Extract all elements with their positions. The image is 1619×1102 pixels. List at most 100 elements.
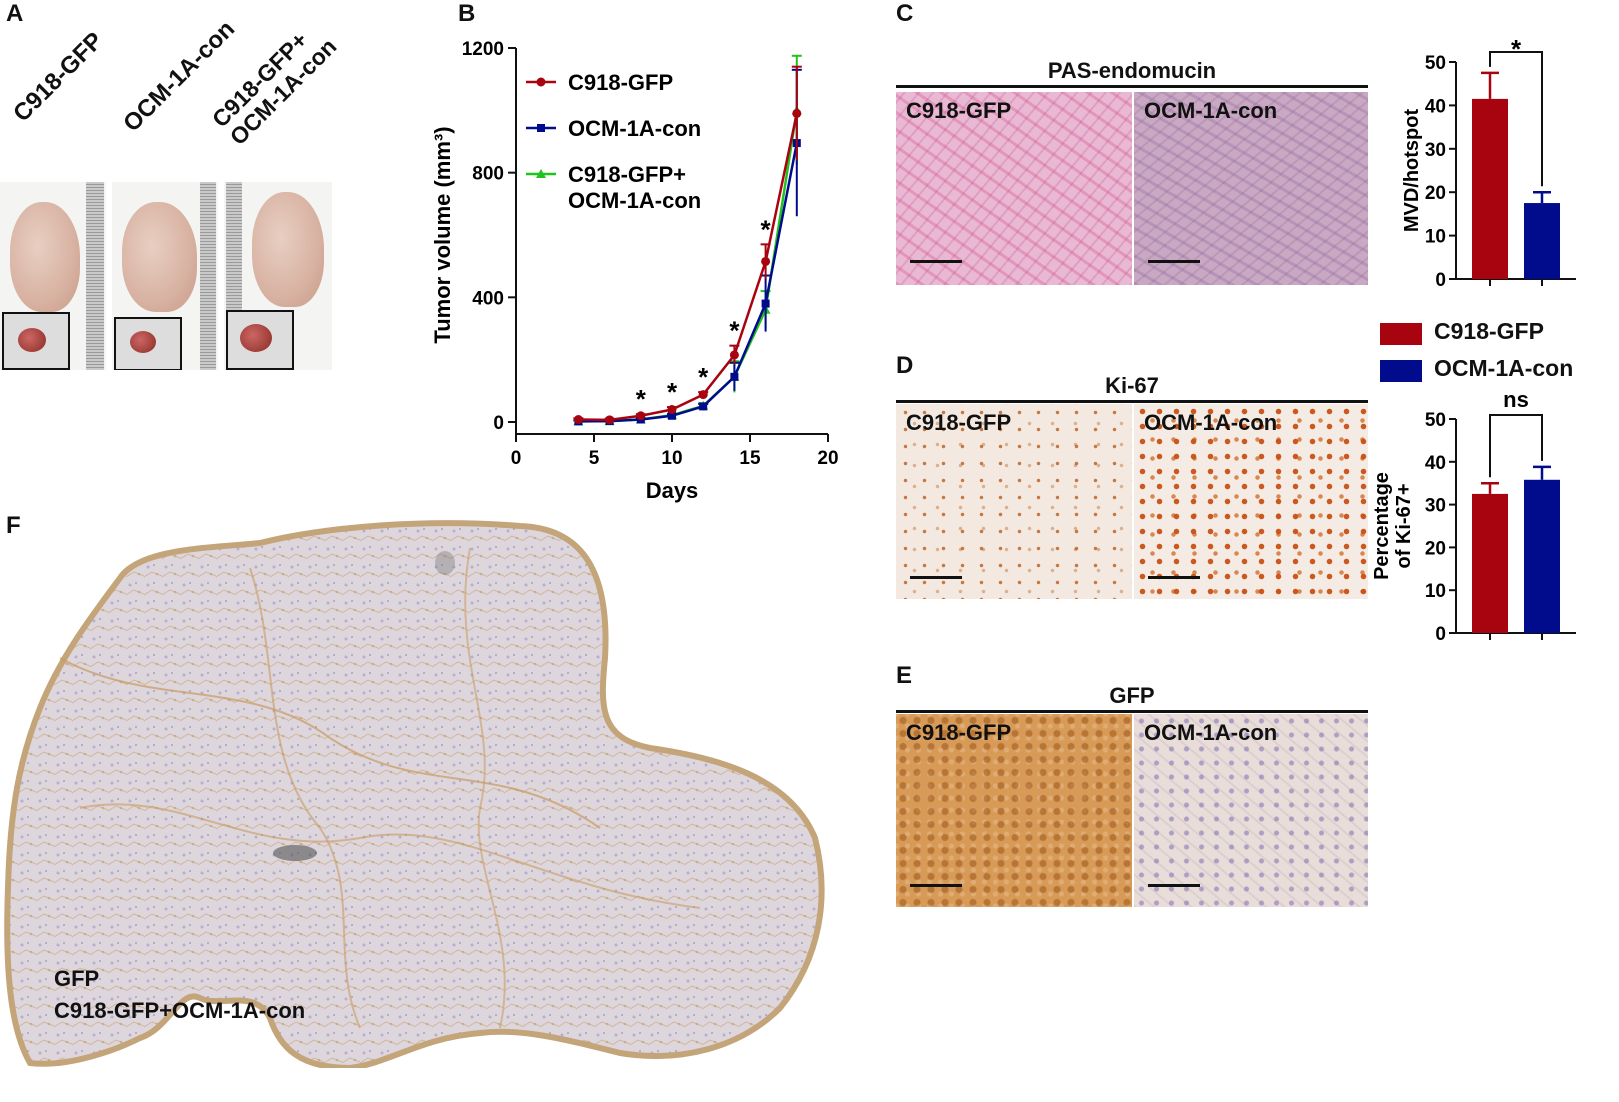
gfp-title: GFP [1109, 683, 1155, 708]
gfp-image-ocm: OCM-1A-con [1134, 714, 1368, 907]
y-tick-label: 400 [472, 288, 504, 309]
panel-label-f: F [6, 512, 21, 539]
significance-bracket [1489, 414, 1543, 478]
scale-bar [1148, 576, 1200, 579]
x-axis-label: Days [646, 478, 699, 503]
panel-f-label-line1: GFP [54, 966, 100, 991]
legend-label: C918-GFP+ [568, 162, 686, 187]
pas-image-ocm: OCM-1A-con [1134, 92, 1368, 285]
mvd-bar-chart: 0 10 20 30 40 50 MVD/hotspot * [1401, 40, 1576, 291]
data-point [698, 390, 708, 400]
data-point [573, 415, 583, 425]
data-point [699, 402, 708, 411]
x-tick-label: 15 [739, 448, 761, 469]
y-tick-label: 50 [1425, 53, 1446, 74]
ki67-bar-chart: 0 10 20 30 40 50 Percentage of Ki-67+ ns [1371, 387, 1576, 645]
legend-label: OCM-1A-con [568, 188, 701, 213]
pas-image-c918-label: C918-GFP [906, 98, 1012, 123]
panel-label-c: C [896, 0, 914, 27]
scale-bar [910, 576, 962, 579]
panel-f-label-line2: C918-GFP+OCM-1A-con [54, 998, 306, 1023]
significance-star: * [761, 214, 772, 244]
gfp-image-ocm-label: OCM-1A-con [1144, 720, 1278, 745]
series-line [578, 113, 799, 422]
y-tick-label: 20 [1425, 538, 1446, 559]
series-line [578, 142, 799, 423]
legend-label: OCM-1A-con [568, 116, 701, 141]
significance-star: * [667, 377, 678, 407]
scale-bar [910, 260, 962, 263]
tumor-section-outline [4, 520, 825, 1068]
group-label-c918: C918-GFP [8, 27, 109, 128]
x-tick-label: 10 [661, 448, 682, 469]
gfp-image-c918: C918-GFP [896, 714, 1132, 907]
y-tick-label: 30 [1425, 496, 1446, 517]
bar [1524, 479, 1560, 633]
data-point [667, 405, 677, 415]
panel-label-a: A [6, 0, 24, 27]
x-tick-label: 0 [511, 448, 522, 469]
data-point [636, 411, 646, 421]
significance-star: * [636, 384, 647, 414]
pas-title: PAS-endomucin [1047, 58, 1217, 83]
legend-label-ocm: OCM-1A-con [1434, 355, 1574, 381]
legend-label: C918-GFP [568, 70, 673, 95]
panel-label-e: E [896, 662, 913, 689]
data-point [792, 108, 802, 118]
data-point [668, 411, 676, 420]
data-point [730, 372, 739, 381]
scale-bar [1148, 260, 1200, 263]
y-tick-label: 10 [1425, 227, 1446, 248]
legend-label-c918: C918-GFP [1434, 318, 1544, 344]
significance-bracket [1489, 51, 1543, 187]
significance-star: * [698, 362, 709, 392]
mouse-photo-mixed [224, 182, 332, 370]
y-axis-label: Percentage [1371, 472, 1393, 580]
y-tick-label: 50 [1425, 410, 1446, 431]
y-tick-label: 40 [1425, 453, 1446, 474]
tumor-volume-line-chart: 0 400 800 1200 0 5 10 15 20 Days Tumor volume (mm³… [430, 39, 839, 503]
y-axis-label: MVD/hotspot [1401, 109, 1423, 233]
y-axis-label: Tumor volume (mm³) [430, 126, 455, 343]
panel-label-b: B [458, 0, 476, 27]
y-tick-label: 30 [1425, 140, 1446, 161]
data-point [761, 256, 771, 266]
legend-marker [536, 77, 546, 87]
legend-swatch-c918 [1380, 323, 1422, 345]
bar [1472, 98, 1508, 279]
y-tick-label: 20 [1425, 183, 1446, 204]
y-tick-label: 800 [472, 164, 504, 185]
data-point [761, 299, 770, 308]
ki67-title-underline [896, 400, 1368, 403]
y-axis-label: of Ki-67+ [1393, 483, 1415, 568]
pas-image-ocm-label: OCM-1A-con [1144, 98, 1278, 123]
x-tick-label: 5 [589, 448, 600, 469]
y-tick-label: 10 [1425, 581, 1446, 602]
y-tick-label: 1200 [462, 39, 504, 60]
y-tick-label: 40 [1425, 96, 1446, 117]
y-tick-label: 0 [493, 413, 504, 434]
mouse-photo-ocm [112, 182, 218, 370]
gfp-title-underline [896, 710, 1368, 713]
legend-marker [537, 124, 545, 132]
y-tick-label: 0 [1435, 270, 1446, 291]
data-point [605, 415, 615, 425]
legend-swatch-ocm [1380, 360, 1422, 382]
ki67-image-c918: C918-GFP [896, 404, 1132, 599]
gfp-whole-section-image [4, 520, 825, 1068]
x-tick-label: 20 [817, 448, 838, 469]
scale-bar [1148, 884, 1200, 887]
bar [1472, 493, 1508, 633]
panel-label-d: D [896, 352, 914, 379]
mouse-photo-c918 [0, 182, 106, 370]
significance-star: * [729, 316, 740, 346]
y-tick-label: 0 [1435, 624, 1446, 645]
significance-label: * [1511, 40, 1522, 64]
ki67-title: Ki-67 [1105, 373, 1159, 398]
bar [1524, 203, 1560, 279]
pas-image-c918: C918-GFP [896, 92, 1132, 285]
legend-marker [536, 169, 546, 178]
pas-title-underline [896, 85, 1368, 88]
bar-legend: C918-GFP OCM-1A-con [1380, 318, 1619, 388]
ki67-image-ocm-label: OCM-1A-con [1144, 410, 1278, 435]
